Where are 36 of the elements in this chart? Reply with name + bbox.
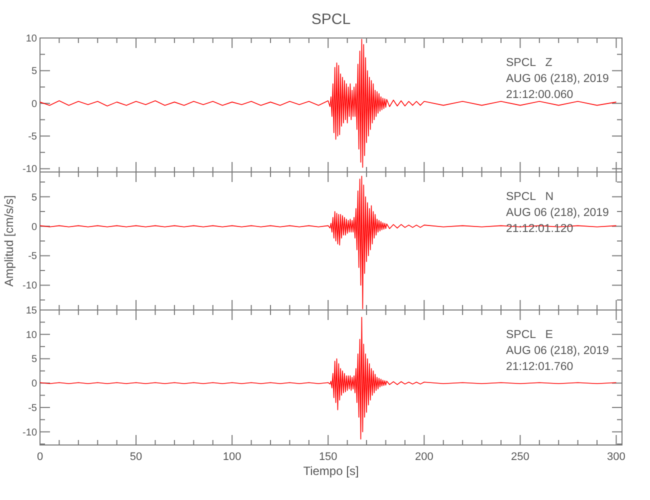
line-series: [40, 38, 617, 168]
y-tick-label: 5: [31, 192, 38, 204]
y-axis-title: Amplitud [cm/s/s]: [2, 195, 16, 287]
annotation: SPCL Z: [506, 57, 552, 69]
annotation: 21:12:01.760: [506, 361, 574, 373]
x-tick-label: 250: [511, 451, 530, 463]
annotation: AUG 06 (218), 2019: [506, 345, 609, 357]
line-series: [40, 316, 617, 440]
x-tick-label: 200: [414, 451, 434, 463]
annotation: 21:12:00.060: [506, 89, 574, 101]
y-tick-label: 10: [26, 330, 38, 341]
y-tick-label: 0: [31, 378, 38, 390]
y-tick-label: -10: [22, 427, 38, 438]
y-tick-label: 0: [31, 98, 38, 110]
y-tick-label: -5: [28, 402, 38, 414]
x-tick-label: 50: [130, 451, 142, 463]
y-tick-label: 5: [31, 66, 38, 78]
annotation: AUG 06 (218), 2019: [506, 73, 609, 85]
y-tick-label: -5: [28, 251, 38, 262]
y-tick-label: 10: [26, 34, 38, 44]
x-tick-label: 150: [318, 451, 338, 463]
x-axis-title: Tiempo [s]: [303, 464, 359, 478]
y-tick-label: 5: [31, 354, 38, 366]
y-tick-label: 15: [26, 306, 38, 316]
annotation: AUG 06 (218), 2019: [506, 207, 609, 219]
chart-title: SPCL: [311, 11, 351, 28]
y-tick-label: -10: [22, 164, 38, 176]
annotation: SPCL E: [506, 329, 554, 341]
line-series: [40, 176, 617, 310]
y-tick-label: -10: [22, 280, 38, 292]
x-tick-label: 100: [222, 451, 242, 463]
y-tick-label: -5: [28, 132, 38, 143]
annotation: 21:12:01.120: [506, 223, 574, 235]
y-tick-label: 0: [31, 222, 38, 233]
x-tick-label: 300: [607, 451, 626, 463]
annotation: SPCL N: [506, 191, 554, 203]
